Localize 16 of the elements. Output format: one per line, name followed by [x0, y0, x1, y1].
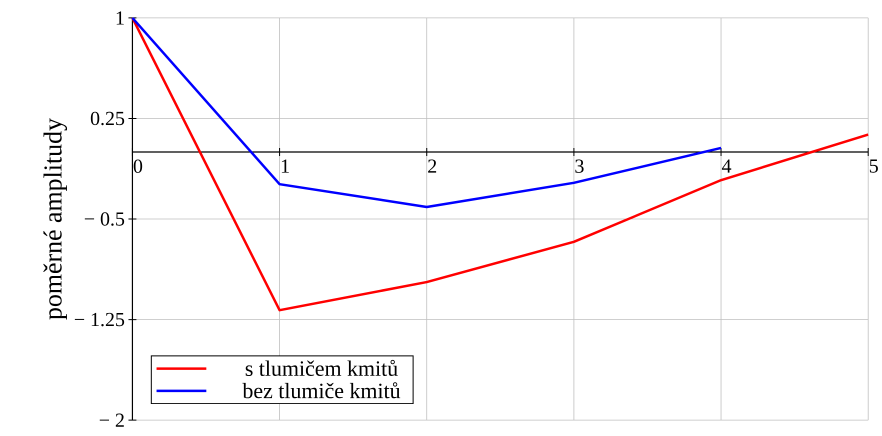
x-tick-label: 3	[575, 159, 584, 173]
x-tick-label: 5	[870, 159, 878, 173]
x-tick-label: 0	[134, 159, 142, 173]
y-tick-label: − 0.5	[84, 212, 124, 226]
y-tick-label: − 1.25	[74, 312, 124, 326]
x-tick-label: 1	[282, 159, 289, 173]
y-tick-label: − 2	[100, 414, 124, 427]
legend-label: s tlumičem kmitů	[246, 360, 398, 376]
line-series	[131, 16, 870, 312]
y-axis-title: poměrné amplitudy	[43, 118, 68, 320]
y-tick-label: 1	[116, 11, 124, 24]
x-tick-label: 4	[722, 159, 732, 173]
x-tick-label: 2	[428, 159, 436, 173]
legend-label: bez tlumiče kmitů	[242, 382, 400, 398]
line-series	[131, 16, 722, 208]
y-tick-label: 0.25	[90, 112, 124, 126]
